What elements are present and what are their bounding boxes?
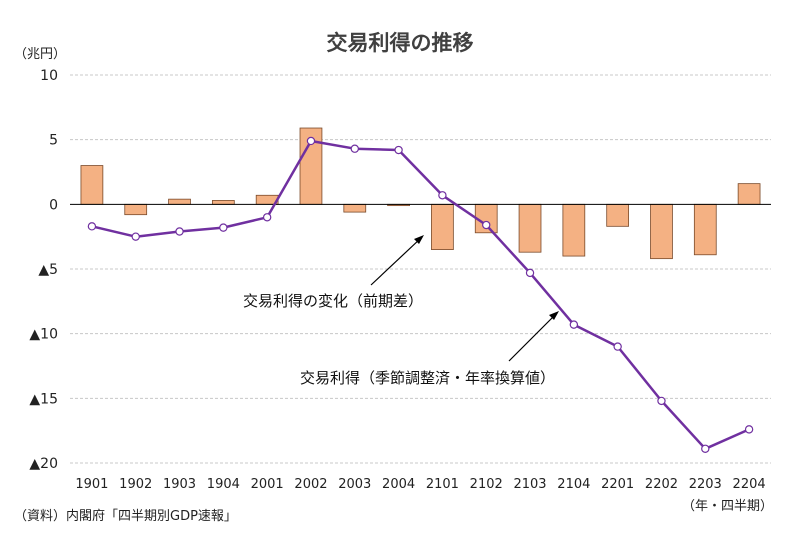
line-point (569, 320, 579, 329)
x-tick-label: 1902 (119, 477, 152, 492)
x-unit-label: （年・四半期） (682, 499, 773, 514)
x-tick-label: 2001 (251, 477, 284, 492)
x-axis-ticks: 1901 1902 1903 1904 2001 2002 2003 2004 2101 2102… (75, 477, 765, 492)
x-tick-label: 2003 (338, 477, 371, 492)
annotation-line-arrowhead (549, 311, 559, 320)
y-tick-label: 0 (49, 197, 58, 213)
line-point (525, 268, 535, 278)
line-point (350, 144, 359, 153)
annotation-line-arrow-line (508, 313, 557, 362)
bar (562, 203, 586, 257)
x-tick-label: 2004 (382, 477, 415, 492)
annotation-line-label: 交易利得（季節調整済・年率換算値） (300, 369, 555, 387)
line-point (657, 396, 666, 406)
y-tick-label: ▲5 (38, 262, 58, 278)
line-point (394, 145, 403, 155)
x-tick-label: 1904 (207, 477, 240, 492)
y-tick-label: 10 (40, 68, 58, 84)
y-tick-label: ▲20 (29, 456, 58, 472)
line-point (482, 220, 491, 230)
bar-series (80, 127, 761, 260)
y-tick-label: ▲10 (29, 327, 58, 343)
line-point (262, 213, 272, 222)
bar (168, 198, 191, 205)
x-tick-label: 1901 (75, 477, 108, 492)
chart-title: 交易利得の推移 (327, 31, 474, 55)
annotation-line: 交易利得（季節調整済・年率換算値） (300, 311, 559, 387)
bar (124, 203, 148, 216)
x-tick-label: 2204 (733, 477, 766, 492)
x-tick-label: 2101 (426, 477, 459, 492)
line-point (306, 136, 316, 146)
line-point (87, 222, 97, 231)
y-unit-label: （兆円） (14, 47, 66, 62)
line-point (175, 227, 184, 236)
annotation-bar-arrow-line (370, 237, 422, 286)
annotation-bar-label: 交易利得の変化（前期差） (243, 292, 423, 310)
bar (737, 183, 761, 205)
bar (431, 203, 454, 250)
x-tick-label: 2201 (601, 477, 634, 492)
y-axis-ticks: 10 5 0 ▲5 ▲10 ▲15 ▲20 (29, 68, 58, 472)
bar (343, 203, 367, 213)
source-note: （資料）内閣府「四半期別GDP速報」 (14, 508, 237, 524)
x-tick-label: 2202 (645, 477, 678, 492)
bar (211, 200, 235, 205)
annotation-bar-arrowhead (414, 235, 424, 244)
line-point (744, 425, 754, 434)
x-tick-label: 2102 (470, 477, 503, 492)
line-point (701, 444, 710, 453)
line-point (613, 342, 622, 351)
grid (70, 74, 771, 464)
series-line (91, 139, 750, 451)
y-tick-label: ▲15 (29, 391, 58, 407)
bar (606, 203, 630, 227)
x-tick-label: 2203 (689, 477, 722, 492)
bar (518, 203, 542, 253)
line-point (219, 223, 228, 232)
bar (693, 203, 717, 256)
bar (80, 165, 104, 205)
annotation-bar: 交易利得の変化（前期差） (243, 235, 424, 310)
x-tick-label: 2103 (513, 477, 546, 492)
x-tick-label: 1903 (163, 477, 196, 492)
y-tick-label: 5 (49, 133, 58, 149)
x-tick-label: 2104 (557, 477, 590, 492)
x-tick-label: 2002 (294, 477, 327, 492)
line-series (87, 136, 754, 453)
line-point (131, 232, 140, 241)
line-point (438, 191, 447, 200)
bar (650, 203, 673, 260)
